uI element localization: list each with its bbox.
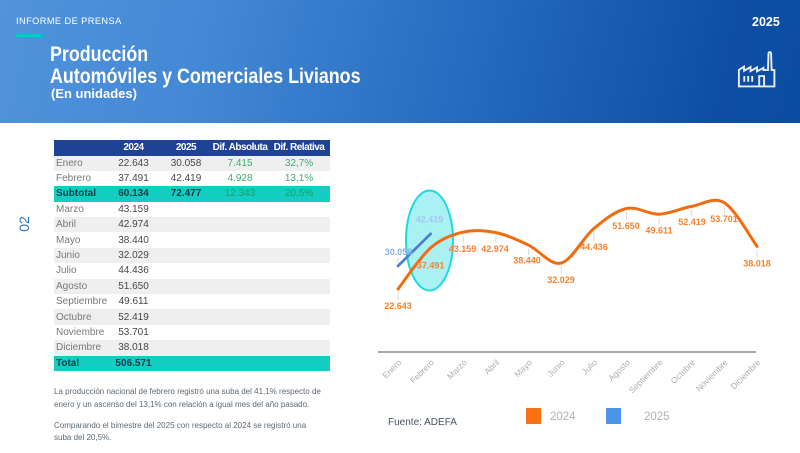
svg-text:43.159: 43.159 (449, 244, 477, 254)
svg-text:Septiembre: Septiembre (627, 357, 665, 395)
svg-text:32.029: 32.029 (547, 275, 575, 285)
svg-text:Agosto: Agosto (606, 357, 632, 383)
svg-text:37.491: 37.491 (417, 261, 445, 271)
svg-text:Octubre: Octubre (669, 357, 698, 386)
svg-text:Enero: Enero (380, 357, 403, 380)
svg-text:Marzo: Marzo (445, 357, 469, 381)
svg-text:Abril: Abril (482, 357, 501, 376)
svg-text:42.419: 42.419 (416, 215, 444, 225)
svg-text:Julio: Julio (580, 357, 600, 377)
svg-text:42.974: 42.974 (481, 244, 509, 254)
svg-text:Noviembre: Noviembre (694, 357, 730, 393)
svg-text:44.436: 44.436 (580, 242, 608, 252)
svg-text:53.701: 53.701 (710, 214, 738, 224)
svg-text:Diciembre: Diciembre (728, 357, 762, 391)
svg-text:49.611: 49.611 (645, 226, 672, 236)
svg-text:22.643: 22.643 (384, 301, 412, 311)
svg-text:52.419: 52.419 (678, 217, 706, 227)
svg-text:38.440: 38.440 (513, 256, 541, 266)
svg-text:Febrero: Febrero (408, 357, 436, 385)
svg-text:Mayo: Mayo (512, 357, 534, 379)
svg-text:30.058: 30.058 (385, 247, 413, 257)
svg-text:38.018: 38.018 (743, 259, 771, 269)
svg-text:Junio: Junio (545, 357, 567, 379)
svg-text:51.650: 51.650 (612, 221, 640, 231)
